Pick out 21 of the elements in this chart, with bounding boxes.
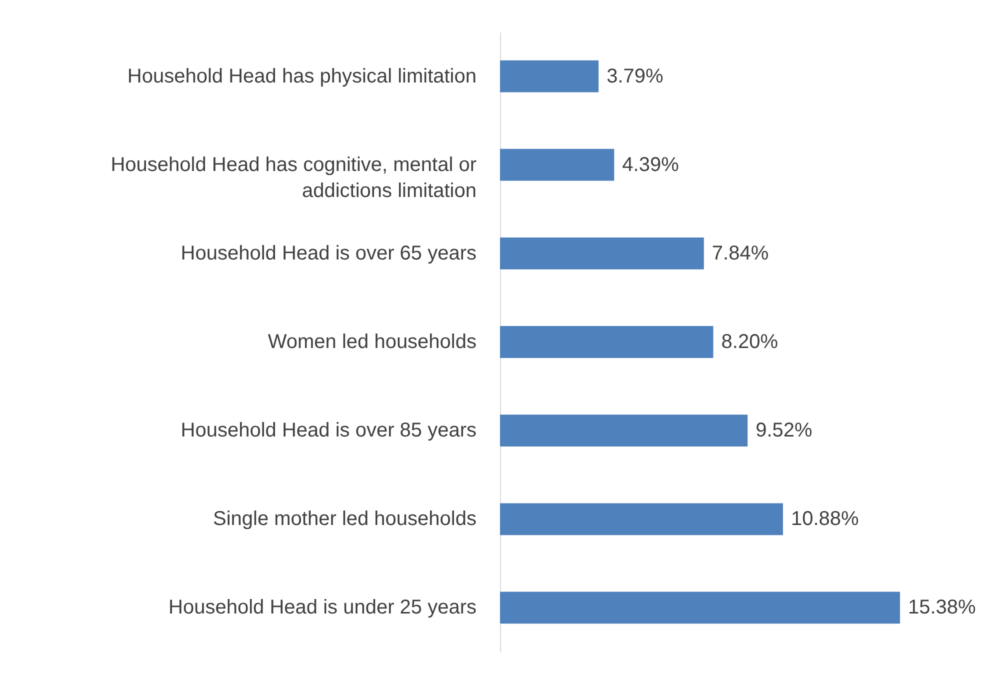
data-label: 7.84% [712,242,769,264]
data-label: 4.39% [622,154,680,176]
y-tick-label: Household Head has physical limitation [127,65,476,88]
data-label: 9.52% [756,420,813,442]
data-label: 8.20% [721,331,778,353]
y-tick-label: Household Head is over 85 years [180,420,476,442]
data-label: 15.38% [908,596,976,619]
y-tick-label: Household Head is under 25 years [168,596,476,619]
data-label: 3.79% [606,65,664,88]
bar [500,148,614,181]
data-label: 10.88% [790,508,860,530]
bar [500,503,783,536]
bar [500,60,599,92]
bar [500,414,748,447]
y-tick-label: Single mother led households [212,508,476,530]
y-tick-label: Household Head is over 65 years [180,242,476,264]
bar [500,237,704,270]
bar [500,326,714,358]
y-tick-label: Women led households [268,331,476,353]
bar [500,592,900,624]
y-tick-label: Household Head has cognitive, mental or addictions limitation [110,154,477,202]
